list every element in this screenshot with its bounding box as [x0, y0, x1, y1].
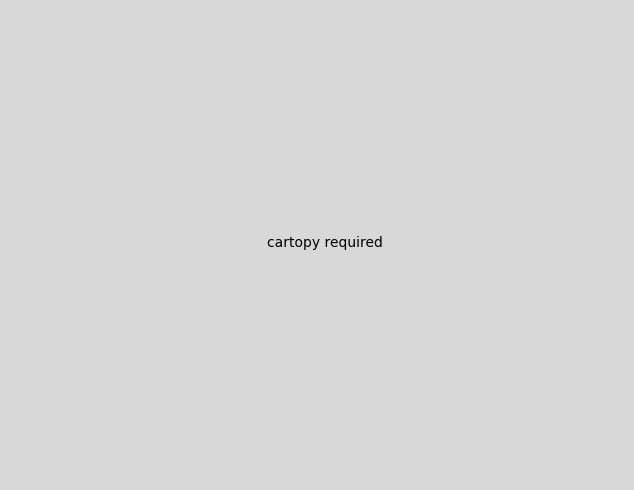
Text: cartopy required: cartopy required — [267, 237, 383, 250]
